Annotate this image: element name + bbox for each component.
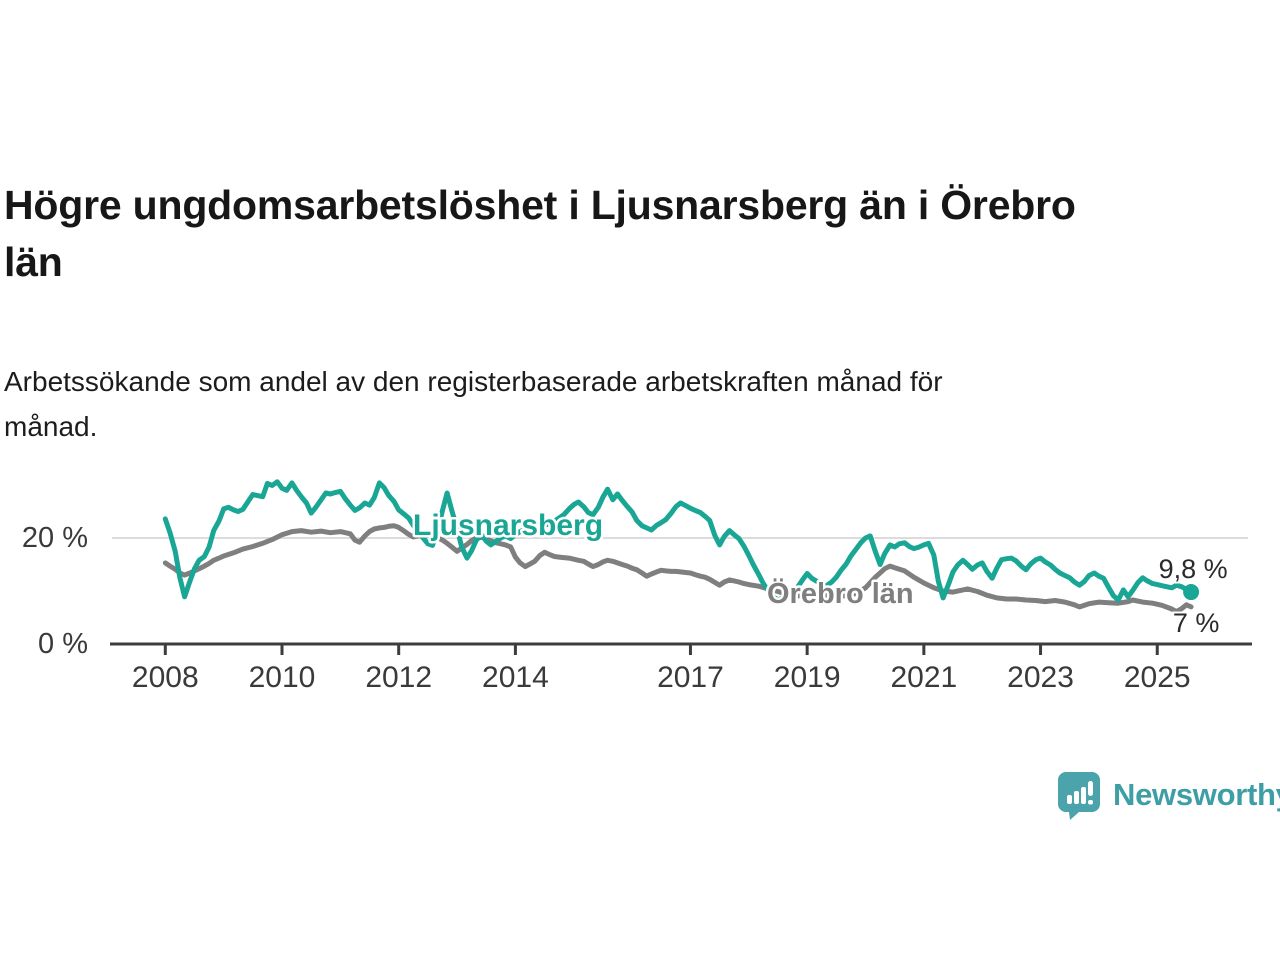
subtitle-line-2: månad.	[4, 411, 98, 442]
x-tick-label-2014: 2014	[482, 661, 549, 694]
unemployment-line-chart: 2008 2010 2012 2014 2017 2019 2021 2023 2025 0 % 2…	[22, 479, 1252, 694]
bar-1	[1067, 795, 1072, 804]
newsworthy-logo-icon	[1058, 772, 1100, 820]
x-tick-label-2023: 2023	[1007, 661, 1074, 694]
value-label-orebro-lan: 7 %	[1173, 608, 1220, 638]
newsworthy-logo-text: Newsworthy	[1113, 777, 1280, 812]
y-tick-label-0: 0 %	[38, 628, 88, 660]
series-label-orebro-lan: Örebro län	[767, 577, 914, 610]
subtitle-line-1: Arbetssökande som andel av den registerb…	[4, 366, 943, 397]
x-tick-label-2025: 2025	[1124, 661, 1191, 694]
exclamation-bar	[1088, 781, 1093, 796]
exclamation-dot	[1088, 800, 1093, 805]
bar-2	[1074, 791, 1079, 804]
x-tick-label-2017: 2017	[657, 661, 724, 694]
series-line-orebro-lan	[162, 523, 1194, 615]
x-tick-label-2019: 2019	[774, 661, 841, 694]
series-line-ljusnarsberg	[162, 479, 1194, 603]
x-tick-label-2012: 2012	[365, 661, 432, 694]
series-label-ljusnarsberg: Ljusnarsberg	[413, 509, 603, 542]
value-label-ljusnarsberg: 9,8 %	[1159, 554, 1228, 584]
x-tick-label-2008: 2008	[132, 661, 199, 694]
latest-point-dot-ljusnarsberg	[1183, 584, 1200, 601]
x-tick-label-2010: 2010	[249, 661, 316, 694]
bar-3	[1081, 787, 1086, 804]
chart-subtitle: Arbetssökande som andel av den registerb…	[4, 359, 1264, 449]
title-line-1: Högre ungdomsarbetslöshet i Ljusnarsberg…	[4, 182, 1076, 229]
page-title: Högre ungdomsarbetslöshet i Ljusnarsberg…	[4, 177, 1264, 291]
x-tick-label-2021: 2021	[890, 661, 957, 694]
newsworthy-logo: Newsworthy	[1056, 770, 1280, 820]
title-line-2: län	[4, 239, 63, 286]
y-tick-label-20: 20 %	[22, 522, 88, 554]
